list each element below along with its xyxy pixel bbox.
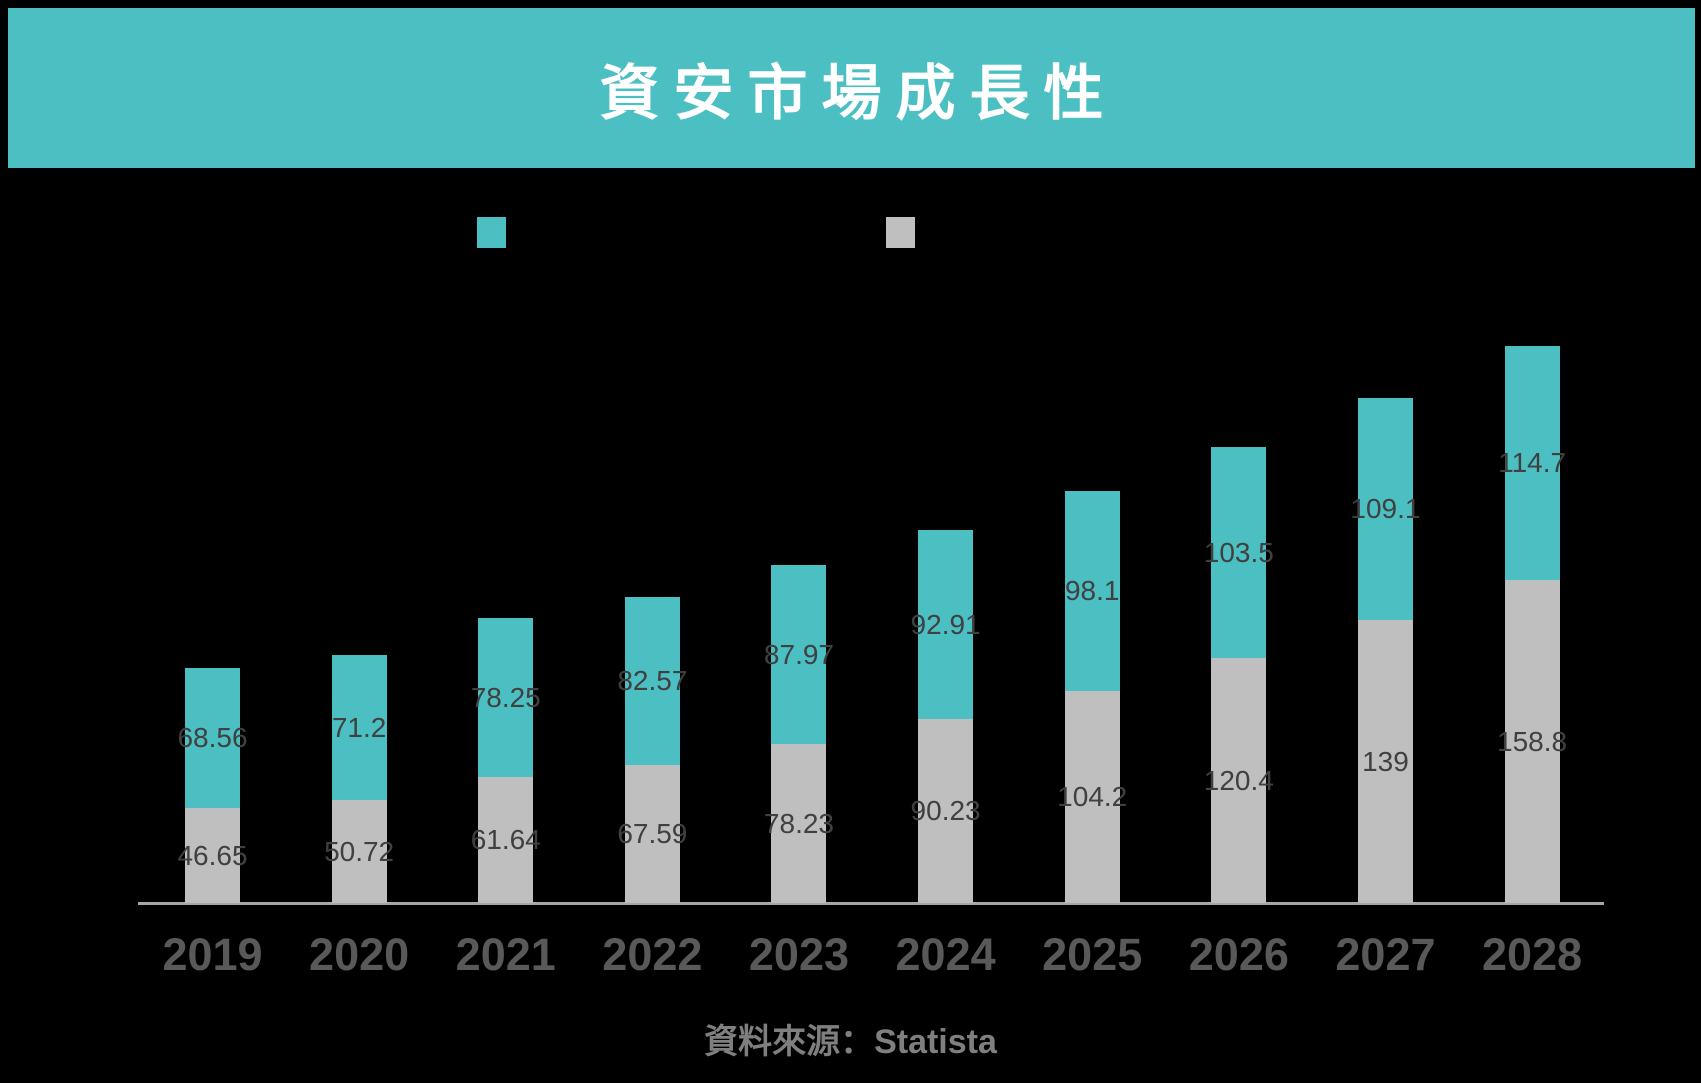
bar-value-label-gray-2024: 90.23 xyxy=(910,795,981,826)
bar-value-label-gray-2023: 78.23 xyxy=(763,807,834,839)
bar-segment-top-teal-2027 xyxy=(1357,398,1413,620)
bar-segment-top-teal-2025 xyxy=(1064,491,1120,691)
bar-value-label-teal-2019: 68.56 xyxy=(177,722,248,753)
bar-segment-bottom-gray-2027 xyxy=(1357,620,1413,903)
x-axis-label-2021: 2021 xyxy=(455,929,556,980)
bar-value-label-teal-2024: 92.91 xyxy=(910,608,981,640)
bar-value-label-teal-2025: 98.1 xyxy=(1064,575,1120,606)
source-note: 資料來源：Statista xyxy=(704,1023,997,1061)
bar-segment-bottom-gray-2019 xyxy=(185,808,240,903)
bar-value-label-gray-2019: 46.65 xyxy=(177,839,248,871)
x-axis-label-2023: 2023 xyxy=(748,929,850,980)
legend-swatch-gray-icon xyxy=(886,217,915,248)
bar-value-label-teal-2023: 87.97 xyxy=(763,638,834,670)
bar-segment-bottom-gray-2025 xyxy=(1064,691,1120,903)
bar-segment-top-teal-2021 xyxy=(478,618,534,777)
bar-value-label-gray-2026: 120.4 xyxy=(1203,764,1274,796)
bar-value-label-teal-2028: 114.7 xyxy=(1498,447,1567,478)
bar-value-label-gray-2027: 139 xyxy=(1362,745,1409,777)
x-axis-label-2020: 2020 xyxy=(309,929,410,980)
x-axis-label-2028: 2028 xyxy=(1482,929,1583,980)
bar-segment-top-teal-2020 xyxy=(331,655,387,800)
bar-segment-top-teal-2019 xyxy=(185,668,240,808)
bar-value-label-gray-2020: 50.72 xyxy=(324,835,395,867)
bar-segment-bottom-gray-2024 xyxy=(918,719,974,903)
bar-segment-top-teal-2024 xyxy=(918,530,974,719)
legend-item-gray xyxy=(886,217,927,248)
bar-value-label-gray-2021: 61.64 xyxy=(470,824,541,855)
bar-value-label-teal-2021: 78.25 xyxy=(470,681,541,713)
bar-value-label-gray-2022: 67.59 xyxy=(617,818,688,849)
legend-swatch-teal-icon xyxy=(477,217,506,248)
bar-segment-top-teal-2022 xyxy=(624,597,680,765)
bar-value-label-teal-2026: 103.5 xyxy=(1203,536,1274,568)
bar-segment-bottom-gray-2023 xyxy=(771,744,827,903)
bar-segment-top-teal-2023 xyxy=(771,565,827,744)
bar-segment-bottom-gray-2021 xyxy=(478,777,534,903)
bar-segment-bottom-gray-2026 xyxy=(1211,658,1267,903)
x-axis-label-2025: 2025 xyxy=(1042,929,1143,980)
x-axis-label-2022: 2022 xyxy=(602,929,703,980)
bar-segment-top-teal-2028 xyxy=(1504,346,1560,580)
bar-segment-bottom-gray-2020 xyxy=(331,800,387,903)
bar-value-label-gray-2028: 158.8 xyxy=(1497,725,1568,757)
title-banner: 資安市場成長性 xyxy=(8,8,1695,168)
bar-segment-top-teal-2026 xyxy=(1211,447,1267,658)
bar-value-label-gray-2025: 104.2 xyxy=(1057,781,1128,812)
chart-title: 資安市場成長性 xyxy=(599,59,1118,127)
bar-value-label-teal-2020: 71.2 xyxy=(331,711,387,743)
legend-item-teal xyxy=(477,217,518,248)
x-axis-label-2026: 2026 xyxy=(1188,929,1289,980)
x-axis-line xyxy=(138,902,1604,905)
bar-value-label-teal-2027: 109.1 xyxy=(1350,493,1421,524)
bar-segment-bottom-gray-2028 xyxy=(1504,580,1560,903)
bar-segment-bottom-gray-2022 xyxy=(624,765,680,903)
x-axis-label-2019: 2019 xyxy=(162,929,263,980)
bar-value-label-teal-2022: 82.57 xyxy=(617,665,688,696)
x-axis-label-2024: 2024 xyxy=(895,929,996,980)
x-axis-label-2027: 2027 xyxy=(1335,929,1436,980)
